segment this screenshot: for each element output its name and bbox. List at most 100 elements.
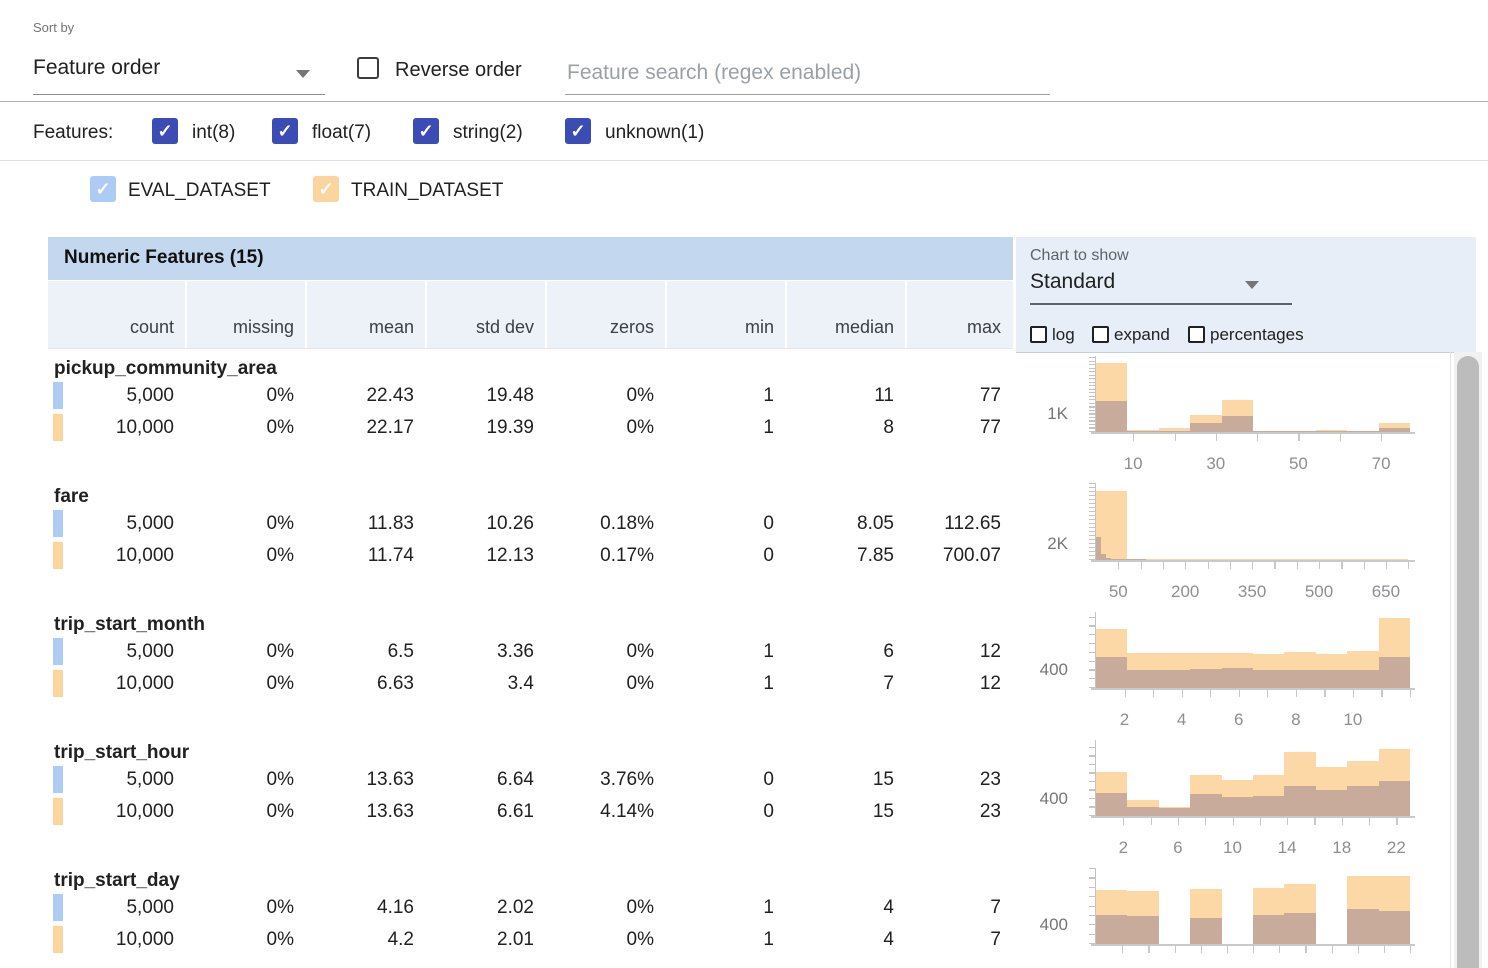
feature-filter-checkbox-string[interactable]: ✓ (413, 118, 439, 144)
stat-cell: 6.63 (377, 673, 414, 694)
y-axis-tick (1089, 388, 1096, 390)
stat-cell: 10,000 (115, 801, 174, 822)
stat-cell: 2.02 (497, 897, 534, 918)
reverse-order-label: Reverse order (395, 59, 522, 81)
column-separator (545, 281, 547, 348)
stat-cell: 22.17 (366, 417, 414, 438)
histogram-bar-train (1314, 558, 1346, 560)
histogram-bar-eval (1221, 668, 1253, 688)
feature-search-input[interactable] (565, 52, 1050, 95)
feature-filter-checkbox-unknown[interactable]: ✓ (565, 118, 591, 144)
histogram-bar-eval (1378, 428, 1410, 432)
feature-name: trip_start_month (54, 614, 205, 635)
feature-filter-checkbox-float[interactable]: ✓ (272, 118, 298, 144)
dataset-label: EVAL_DATASET (128, 180, 271, 201)
stat-cell: 19.48 (486, 385, 534, 406)
x-axis-tick (1200, 945, 1202, 953)
y-axis-label: 1K (1047, 404, 1068, 424)
y-axis-tick (1089, 395, 1096, 397)
y-axis-tick (1089, 495, 1096, 497)
y-axis-tick (1089, 868, 1096, 870)
x-axis-tick (1123, 817, 1125, 825)
features-filter-label: Features: (33, 122, 114, 143)
column-header-missing: missing (232, 317, 294, 337)
stat-cell: 4 (883, 929, 894, 950)
histogram-bar-eval (1190, 668, 1222, 688)
dataset-swatch-eval (53, 638, 63, 665)
y-axis-tick (1089, 877, 1096, 879)
feature-filter-checkbox-int[interactable]: ✓ (152, 118, 178, 144)
stat-cell: 11 (874, 385, 894, 406)
feature-name: trip_start_day (54, 870, 180, 891)
sort-by-dropdown[interactable]: Feature order (33, 56, 161, 79)
histogram-bar-train (1189, 558, 1221, 560)
y-axis-tick (1089, 385, 1096, 387)
dataset-checkbox-eval_dataset[interactable]: ✓ (90, 176, 116, 202)
x-tick-label: 30 (1206, 454, 1226, 473)
histogram-bar-train (1158, 558, 1190, 560)
y-axis-tick (1089, 409, 1096, 412)
numeric-features-title: Numeric Features (15) (64, 247, 264, 268)
x-axis-tick (1410, 689, 1412, 697)
y-axis-tick (1089, 789, 1096, 791)
y-axis-tick (1089, 651, 1096, 653)
histogram-bar-eval (1127, 430, 1159, 432)
y-axis-tick (1089, 427, 1096, 429)
histogram-bar-eval (1190, 793, 1222, 816)
chart-type-dropdown[interactable]: Standard (1030, 270, 1116, 293)
histogram-bar-eval (1116, 558, 1122, 560)
y-axis-tick (1089, 933, 1096, 935)
stat-cell: 13.63 (366, 801, 414, 822)
column-separator (425, 281, 427, 348)
dataset-swatch-train (53, 414, 63, 441)
stat-cell: 0% (266, 673, 294, 694)
x-axis-tick (1341, 817, 1343, 825)
scrollbar-thumb[interactable] (1457, 356, 1479, 968)
y-axis-tick (1089, 924, 1096, 926)
histogram-bar-eval (1127, 669, 1159, 688)
x-axis-tick (1408, 561, 1410, 569)
stat-cell: 112.65 (944, 513, 1001, 534)
stat-cell: 4 (883, 897, 894, 918)
histogram-bar-train (1096, 491, 1128, 560)
feature-filter-label: int(8) (192, 122, 236, 143)
reverse-order-checkbox[interactable] (357, 57, 379, 79)
dataset-checkbox-train_dataset[interactable]: ✓ (313, 176, 339, 202)
x-axis-line (1091, 816, 1415, 818)
x-axis-tick (1140, 561, 1142, 569)
y-axis-tick (1089, 531, 1096, 533)
x-axis-tick (1287, 817, 1289, 825)
histogram-bar-eval (1158, 808, 1191, 816)
stat-cell: 10,000 (115, 929, 174, 950)
chart-option-checkbox-expand[interactable] (1092, 326, 1109, 343)
feature-histogram: 400 2 4 6 8 10 (0, 608, 1450, 736)
y-axis-tick (1089, 378, 1096, 380)
stat-cell: 1 (763, 673, 774, 694)
chart-option-checkbox-percentages[interactable] (1188, 326, 1205, 343)
chevron-down-icon[interactable] (1245, 281, 1259, 289)
histogram-bar-eval (1096, 400, 1128, 432)
x-axis-tick (1410, 945, 1412, 953)
stat-cell: 77 (979, 385, 1001, 406)
stat-cell: 1 (763, 385, 774, 406)
y-axis-tick (1089, 527, 1096, 529)
y-axis-tick (1089, 357, 1096, 359)
x-axis-tick (1177, 817, 1180, 825)
histogram-bar-eval (1315, 430, 1348, 432)
stat-cell: 4.16 (377, 897, 414, 918)
y-axis-tick (1089, 539, 1096, 541)
chevron-down-icon[interactable] (296, 70, 310, 78)
x-axis-tick (1339, 433, 1341, 441)
chart-option-checkbox-log[interactable] (1030, 326, 1047, 343)
stat-cell: 6.61 (497, 801, 534, 822)
stat-cell: 15 (872, 801, 894, 822)
y-axis-tick (1089, 547, 1096, 549)
y-axis-tick (1089, 367, 1096, 369)
chart-option-label-log: log (1052, 325, 1075, 344)
x-axis-tick (1229, 561, 1231, 569)
stat-cell: 8 (883, 417, 894, 438)
x-tick-label: 50 (1288, 454, 1308, 473)
y-axis-tick (1089, 625, 1096, 627)
stat-cell: 10,000 (115, 545, 174, 566)
dataset-swatch-train (53, 670, 63, 697)
